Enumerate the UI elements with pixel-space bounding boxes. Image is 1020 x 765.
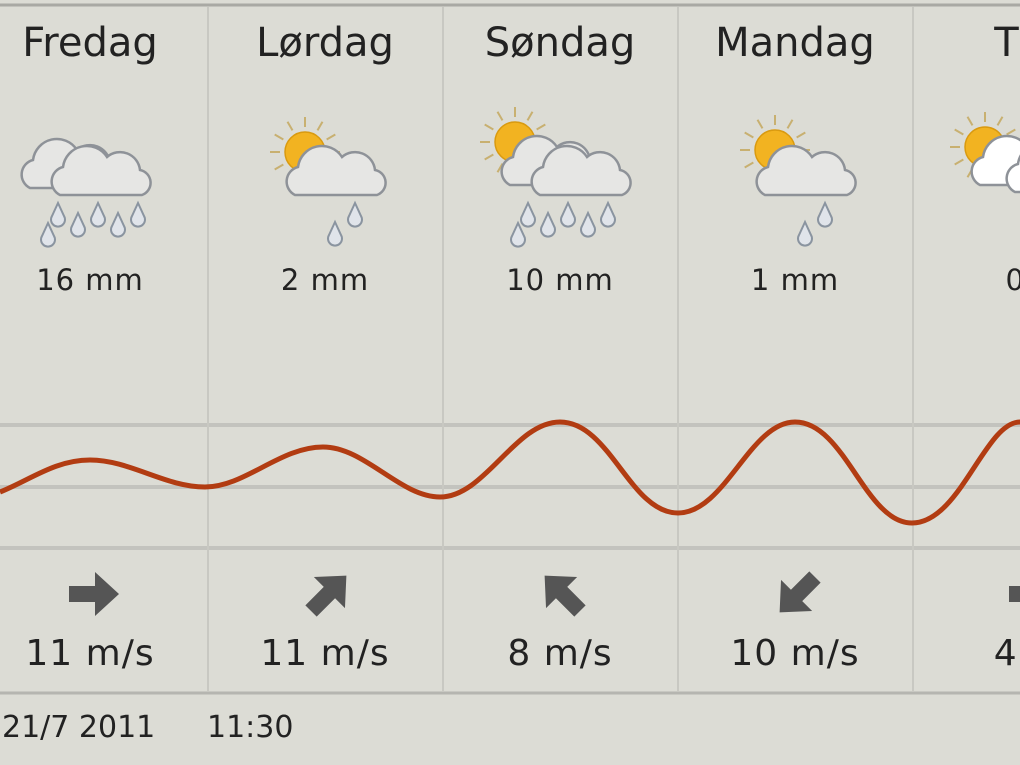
wind-speed: 11 m/s — [25, 633, 154, 674]
sun-ray — [286, 121, 294, 131]
sun-ray — [496, 163, 504, 173]
sun-ray — [786, 119, 794, 129]
sun-ray — [796, 131, 806, 139]
sun-ray — [536, 123, 546, 131]
wind-speed: 10 m/s — [730, 633, 859, 674]
wind-arrow — [1009, 586, 1020, 602]
day-name: Søndag — [485, 20, 636, 66]
wind-arrow — [305, 575, 347, 617]
rain-drop — [520, 200, 536, 228]
sun-ray — [484, 123, 494, 131]
wind-speed: 8 m/s — [507, 633, 612, 674]
sun-ray — [326, 133, 336, 141]
rain-drop — [50, 200, 66, 228]
sun-ray — [316, 121, 324, 131]
sun-ray — [966, 116, 974, 126]
rain-drop — [540, 210, 556, 238]
precipitation: 1 mm — [751, 263, 839, 297]
wind-arrow — [69, 572, 119, 616]
cloud — [50, 144, 152, 197]
wind-arrow — [779, 571, 821, 613]
rain-drop — [797, 219, 813, 247]
rain-drop — [327, 219, 343, 247]
precipitation: 0,2 — [1005, 263, 1020, 297]
sun-ray — [756, 119, 764, 129]
columns: Fredag 16 mm 11 m/s Lørdag 2 mm 11 m/s Søndag 1… — [20, 7, 1020, 692]
wind-speed: 11 m/s — [260, 633, 389, 674]
rain-drop — [510, 220, 526, 248]
precipitation: 10 mm — [506, 263, 614, 297]
day-name: Fredag — [22, 20, 158, 66]
precipitation: 16 mm — [36, 263, 144, 297]
sun-ray — [1006, 128, 1016, 136]
day-name: Tirs — [993, 20, 1020, 66]
cloud — [530, 144, 632, 197]
rain-drop — [40, 220, 56, 248]
sun-ray — [996, 116, 1004, 126]
sun-ray — [526, 111, 534, 121]
sun-ray — [496, 111, 504, 121]
precipitation: 2 mm — [281, 263, 369, 297]
footer-time: 11:30 — [207, 710, 293, 745]
rain-drop — [347, 200, 363, 228]
rain-drop — [90, 200, 106, 228]
rain-drop — [130, 200, 146, 228]
sun-ray — [744, 161, 754, 169]
sun-ray — [484, 153, 494, 161]
day-name: Mandag — [715, 20, 875, 66]
rain-drop — [70, 210, 86, 238]
sun-ray — [274, 163, 284, 171]
cloud — [755, 144, 857, 197]
wind-arrow — [544, 575, 586, 617]
rain-drop — [817, 200, 833, 228]
cloud — [1005, 154, 1020, 194]
rain-drop — [600, 200, 616, 228]
temperature-curve — [0, 419, 1020, 526]
sun-ray — [274, 133, 284, 141]
sun-ray — [744, 131, 754, 139]
rain-drop — [580, 210, 596, 238]
footer-date: 21/7 2011 — [2, 710, 155, 745]
sun-ray — [954, 128, 964, 136]
day-name: Lørdag — [256, 20, 394, 66]
cloud — [285, 144, 387, 197]
rain-drop — [560, 200, 576, 228]
wind-speed: 4 m — [994, 633, 1020, 674]
rain-drop — [110, 210, 126, 238]
sun-ray — [954, 158, 964, 166]
